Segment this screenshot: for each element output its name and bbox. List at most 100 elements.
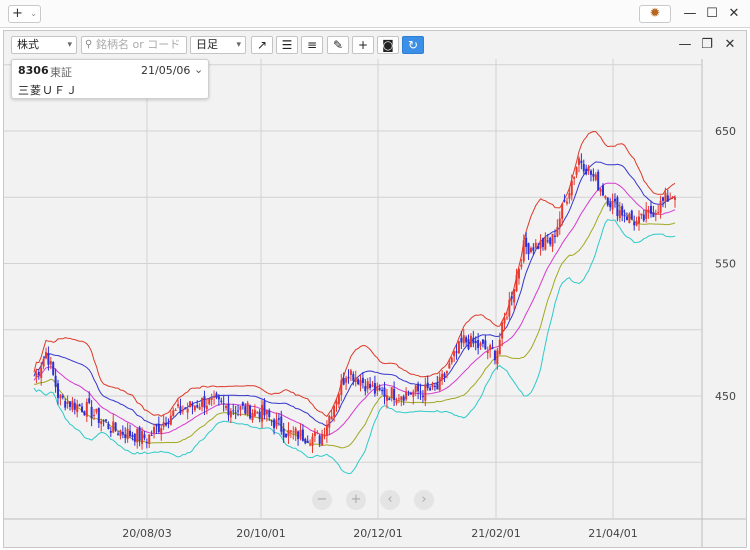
candle-up bbox=[328, 415, 331, 428]
candle-up bbox=[265, 410, 268, 415]
candle-up bbox=[330, 416, 333, 420]
candle-down bbox=[150, 434, 153, 436]
scroll-right-button[interactable]: › bbox=[414, 490, 434, 510]
candle-up bbox=[313, 432, 316, 437]
candle-up bbox=[225, 406, 228, 409]
crosshair-button[interactable]: + bbox=[352, 36, 374, 54]
candle-up bbox=[450, 357, 453, 363]
maximize-window-button[interactable]: ☐ bbox=[706, 6, 718, 21]
draw-button[interactable]: ✎ bbox=[327, 36, 349, 54]
candle-up bbox=[354, 377, 357, 383]
candle-down bbox=[52, 361, 55, 375]
reload-button[interactable]: ↻ bbox=[402, 36, 424, 54]
candle-up bbox=[323, 435, 326, 437]
candle-up bbox=[126, 428, 129, 440]
minimize-window-button[interactable]: — bbox=[683, 6, 697, 21]
period-select[interactable]: 日足 ▾ bbox=[190, 36, 246, 54]
x-tick-label: 21/02/01 bbox=[471, 527, 520, 540]
candle-down bbox=[109, 430, 112, 433]
candle-up bbox=[340, 380, 343, 396]
candle-down bbox=[465, 337, 468, 343]
panel-restore-button[interactable]: ❐ bbox=[701, 37, 713, 52]
candle-down bbox=[613, 198, 616, 202]
candle-down bbox=[102, 420, 105, 422]
candle-down bbox=[580, 160, 583, 164]
candle-down bbox=[477, 340, 480, 349]
candle-up bbox=[438, 376, 441, 391]
candle-up bbox=[645, 209, 648, 219]
candle-up bbox=[637, 216, 640, 224]
candle-down bbox=[378, 387, 381, 390]
candle-up bbox=[520, 264, 523, 267]
close-window-button[interactable]: ✕ bbox=[728, 6, 740, 21]
candle-up bbox=[611, 200, 614, 210]
candle-down bbox=[165, 422, 168, 426]
candle-up bbox=[160, 428, 163, 434]
candle-down bbox=[143, 434, 146, 439]
zoom-out-icon: − bbox=[316, 492, 328, 507]
candle-down bbox=[90, 406, 93, 419]
candle-down bbox=[64, 401, 67, 408]
settings-gear-icon[interactable]: ✹ bbox=[639, 5, 671, 23]
candle-down bbox=[227, 403, 230, 416]
zoom-in-button[interactable]: + bbox=[346, 490, 366, 510]
candle-up bbox=[42, 358, 45, 367]
candle-up bbox=[359, 380, 362, 386]
x-tick-label: 20/10/01 bbox=[236, 527, 285, 540]
panel-minimize-button[interactable]: — bbox=[678, 37, 692, 52]
candle-down bbox=[220, 400, 223, 402]
candle-down bbox=[474, 340, 477, 343]
candle-up bbox=[618, 209, 621, 219]
align-left-button[interactable]: ☰ bbox=[276, 36, 298, 54]
candle-down bbox=[263, 401, 266, 416]
candle-down bbox=[373, 383, 376, 394]
candle-up bbox=[100, 421, 103, 424]
candle-down bbox=[649, 205, 652, 214]
x-tick-label: 20/12/01 bbox=[353, 527, 402, 540]
candle-up bbox=[573, 177, 576, 179]
candle-down bbox=[642, 214, 645, 221]
candle-down bbox=[585, 168, 588, 175]
candle-up bbox=[479, 343, 482, 346]
candle-up bbox=[424, 384, 427, 401]
candle-down bbox=[527, 243, 530, 255]
scroll-left-button[interactable]: ‹ bbox=[380, 490, 400, 510]
asset-type-select[interactable]: 株式 ▾ bbox=[11, 36, 77, 54]
candle-down bbox=[460, 337, 463, 343]
new-window-button[interactable]: + ⌄ bbox=[8, 5, 41, 23]
candle-up bbox=[508, 299, 511, 317]
chart-navigation: − + ‹ › bbox=[312, 490, 442, 510]
collapse-chevron-icon[interactable]: ⌄ bbox=[194, 63, 204, 76]
candle-down bbox=[357, 379, 360, 385]
scroll-right-icon: › bbox=[421, 492, 427, 507]
candle-down bbox=[217, 396, 220, 400]
candle-up bbox=[239, 406, 242, 410]
candle-down bbox=[606, 197, 609, 206]
bollinger-lower-1sigma-line bbox=[34, 200, 676, 449]
price-chart[interactable]: 450 550 650 20/08/03 20/10/01 20/12/01 21/02/0… bbox=[4, 31, 746, 547]
snapshot-button[interactable]: ◙ bbox=[377, 36, 399, 54]
candle-down bbox=[546, 240, 549, 242]
search-placeholder: 銘柄名 or コード bbox=[96, 38, 181, 51]
panel-close-button[interactable]: ✕ bbox=[724, 37, 736, 52]
candle-up bbox=[261, 404, 264, 422]
candle-up bbox=[395, 400, 398, 404]
candle-up bbox=[210, 397, 213, 400]
candle-up bbox=[345, 377, 348, 383]
candle-down bbox=[592, 173, 595, 177]
candle-down bbox=[553, 235, 556, 237]
zoom-out-button[interactable]: − bbox=[312, 490, 332, 510]
candle-up bbox=[486, 351, 489, 354]
chevron-down-icon: ▾ bbox=[236, 40, 241, 50]
y-axis-area bbox=[702, 59, 746, 547]
candle-up bbox=[498, 339, 501, 355]
candle-up bbox=[35, 373, 38, 377]
align-right-button[interactable]: ≡ bbox=[301, 36, 323, 54]
camera-icon: ◙ bbox=[382, 38, 394, 52]
candle-up bbox=[565, 201, 568, 204]
trend-line-button[interactable]: ↗ bbox=[251, 36, 273, 54]
candle-up bbox=[253, 409, 256, 417]
titlebar: + ⌄ ✹ — ☐ ✕ bbox=[0, 0, 750, 28]
candle-down bbox=[318, 435, 321, 444]
symbol-search-input[interactable]: ⚲ 銘柄名 or コード bbox=[81, 36, 187, 54]
